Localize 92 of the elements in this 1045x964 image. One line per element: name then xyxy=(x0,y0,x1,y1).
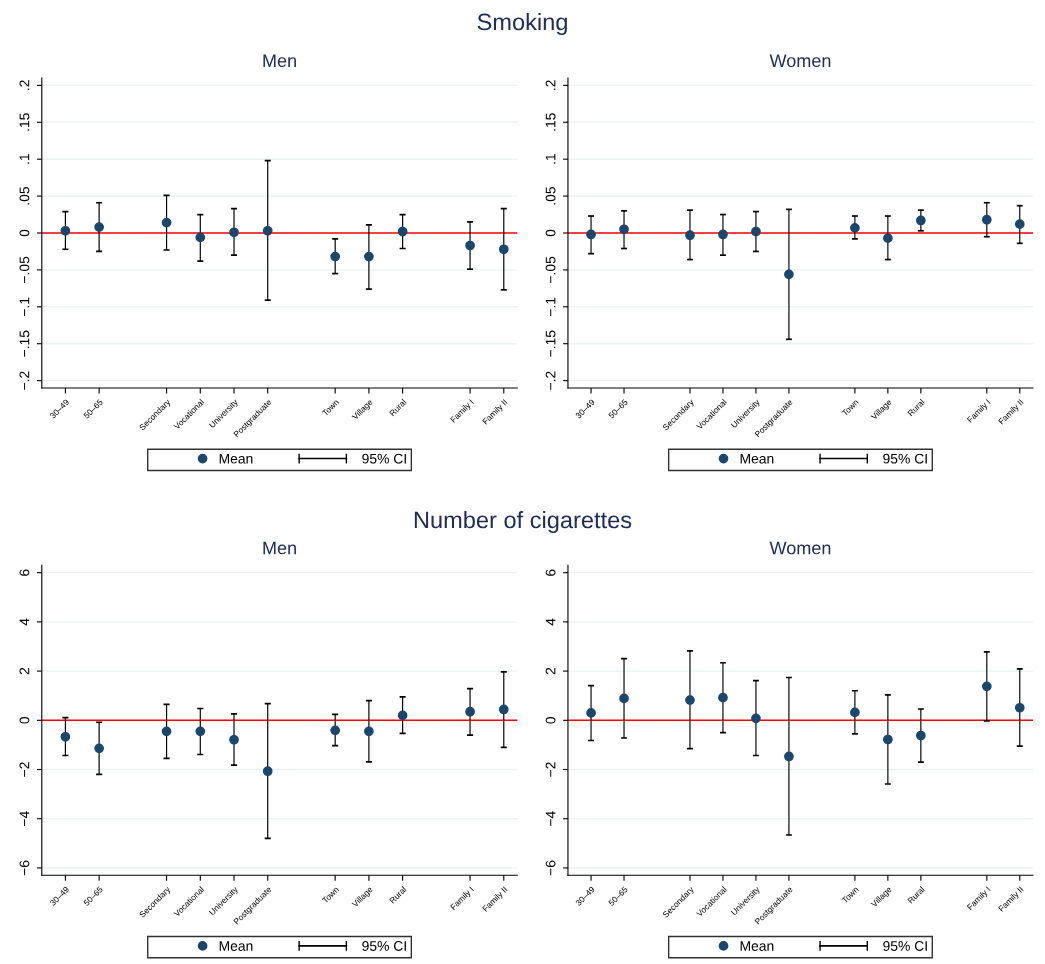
point xyxy=(915,730,926,741)
legend-label: Mean xyxy=(219,453,253,464)
legend-label: 95% CI xyxy=(883,941,927,951)
point xyxy=(330,725,341,736)
y-tick-label: −.05 xyxy=(545,256,556,283)
y-tick-label: −.2 xyxy=(545,371,556,390)
point xyxy=(850,222,860,233)
y-tick-label: 6 xyxy=(19,569,30,576)
legend-label: 95% CI xyxy=(362,453,406,464)
y-tick-label: −4 xyxy=(545,811,556,826)
y-tick-label: −.15 xyxy=(545,330,556,357)
y-tick-label: −.1 xyxy=(545,297,556,316)
point xyxy=(60,731,71,742)
x-tick-label: Town xyxy=(841,886,859,904)
y-tick-label: −.15 xyxy=(19,330,30,357)
point xyxy=(498,704,509,715)
y-tick-label: .05 xyxy=(19,187,30,205)
legend-label: 95% CI xyxy=(362,941,406,951)
point xyxy=(751,226,761,237)
point xyxy=(465,706,475,717)
point xyxy=(195,232,206,243)
y-tick-label: .2 xyxy=(545,80,556,90)
point xyxy=(60,225,71,236)
point xyxy=(229,734,239,745)
point xyxy=(498,244,509,255)
y-tick-label: .15 xyxy=(545,113,556,131)
chart-subtitle: Women xyxy=(769,541,831,555)
y-tick-label: −.2 xyxy=(19,371,30,390)
y-tick-label: −.05 xyxy=(19,256,30,283)
point xyxy=(1014,219,1025,230)
y-tick-label: −.1 xyxy=(19,297,30,316)
x-tick-label: Town xyxy=(321,886,340,904)
y-tick-label: 4 xyxy=(19,618,30,626)
point xyxy=(161,217,172,228)
y-tick-label: .15 xyxy=(19,113,30,131)
point xyxy=(685,695,695,705)
point xyxy=(751,713,761,724)
y-tick-label: 0 xyxy=(545,716,556,724)
chart-title: Number of cigarettes xyxy=(414,510,632,533)
point xyxy=(915,215,926,226)
y-tick-label: −2 xyxy=(19,762,30,777)
point xyxy=(586,708,596,718)
point xyxy=(718,692,728,703)
y-tick-label: 0 xyxy=(19,229,30,237)
y-tick-label: .05 xyxy=(545,187,556,205)
point xyxy=(1014,702,1025,713)
point xyxy=(195,726,206,737)
y-tick-label: 0 xyxy=(545,229,556,237)
point xyxy=(619,224,629,235)
y-tick-label: 4 xyxy=(545,618,556,626)
point xyxy=(784,269,794,280)
point xyxy=(465,240,475,251)
point xyxy=(94,743,104,754)
point xyxy=(883,233,893,244)
point xyxy=(685,230,695,241)
y-tick-label: −6 xyxy=(545,860,556,876)
y-tick-label: .1 xyxy=(19,154,30,164)
point xyxy=(262,766,273,777)
point xyxy=(262,225,273,236)
point xyxy=(850,707,860,718)
y-tick-label: −6 xyxy=(19,860,30,876)
y-tick-label: .2 xyxy=(19,80,30,90)
chart-subtitle: Men xyxy=(263,541,296,555)
point xyxy=(981,681,992,692)
point xyxy=(330,251,341,262)
y-tick-label: .1 xyxy=(545,154,556,164)
chart-subtitle: Men xyxy=(263,54,296,68)
point xyxy=(586,229,596,240)
point xyxy=(161,726,172,737)
point xyxy=(229,227,239,238)
y-tick-label: −4 xyxy=(19,811,30,826)
y-tick-label: 2 xyxy=(545,667,556,675)
point xyxy=(364,726,374,737)
y-tick-label: 2 xyxy=(19,667,30,675)
point xyxy=(397,226,408,237)
point xyxy=(364,251,374,262)
legend-label: 95% CI xyxy=(883,453,927,464)
point xyxy=(718,229,728,240)
point xyxy=(784,751,794,762)
point xyxy=(397,710,408,721)
legend-label: Mean xyxy=(219,941,253,951)
y-tick-label: 0 xyxy=(19,716,30,724)
y-tick-label: −2 xyxy=(545,762,556,777)
point xyxy=(883,734,893,745)
point xyxy=(94,222,104,232)
legend-label: Mean xyxy=(740,941,774,951)
point xyxy=(619,693,629,704)
legend-label: Mean xyxy=(740,453,774,464)
chart-subtitle: Women xyxy=(769,54,831,68)
y-tick-label: 6 xyxy=(545,569,556,576)
chart-title: Smoking xyxy=(477,13,567,35)
point xyxy=(981,214,992,225)
